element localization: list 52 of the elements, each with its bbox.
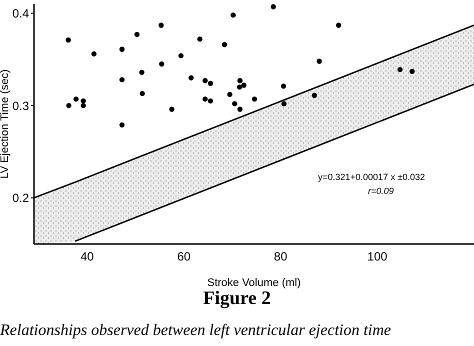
point	[80, 98, 86, 104]
point	[252, 96, 258, 102]
annotation: y=0.321+0.00017 x ±0.032	[318, 172, 426, 182]
point	[188, 75, 194, 80]
point	[197, 36, 202, 42]
point	[169, 106, 174, 112]
point	[91, 51, 97, 56]
point	[208, 80, 214, 86]
text: Relationships observed between left ventricular ejection time	[0, 322, 392, 340]
y-axis-title: LV Ejection Time (sec)	[0, 69, 11, 179]
point	[158, 22, 164, 28]
x-axis-title: Stroke Volume (ml)	[207, 277, 301, 289]
point	[241, 82, 246, 88]
point	[237, 78, 243, 84]
point	[140, 90, 145, 96]
point	[66, 102, 72, 108]
point	[236, 84, 242, 90]
point	[119, 46, 125, 52]
point	[227, 92, 232, 98]
point	[280, 84, 286, 89]
x-tick-label: 80	[274, 250, 288, 264]
point	[73, 96, 79, 102]
point	[232, 101, 238, 106]
point	[80, 102, 86, 108]
point	[159, 61, 164, 67]
x-tick-label: 60	[177, 250, 191, 264]
point	[202, 96, 208, 102]
point	[397, 66, 403, 72]
point	[202, 78, 208, 84]
x-tick-label: 40	[80, 250, 94, 264]
point	[119, 77, 125, 82]
point	[178, 53, 184, 58]
point	[237, 106, 243, 112]
point	[312, 92, 318, 98]
point	[230, 12, 236, 18]
point	[208, 98, 214, 104]
point	[281, 101, 287, 106]
point	[139, 70, 144, 75]
point	[134, 32, 140, 38]
annotation: r=0.09	[368, 186, 394, 196]
point	[316, 58, 322, 64]
point	[119, 122, 125, 128]
text: Figure 2	[202, 288, 272, 310]
y-tick-label: 0.2	[12, 191, 30, 206]
point	[410, 68, 415, 74]
x-tick-label: 100	[367, 250, 388, 264]
point	[336, 22, 342, 28]
point	[66, 37, 71, 43]
point	[222, 42, 228, 48]
point	[270, 4, 276, 10]
y-tick-label: 0.4	[12, 6, 30, 20]
y-tick-label: 0.3	[12, 98, 30, 113]
